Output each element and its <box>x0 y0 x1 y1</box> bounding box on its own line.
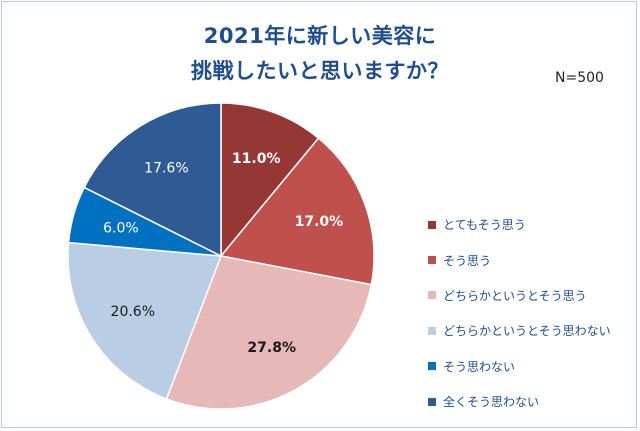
chart-legend: とてもそう思う そう思うどちらかというとそう思うどちらかというとそう思わない そう思… <box>428 207 611 419</box>
slice-value-label-5: 6.0% <box>103 221 139 237</box>
slice-value-label-3: 27.8% <box>247 340 296 356</box>
pie-slice-2 <box>219 137 375 286</box>
chart-title-line2: 挑戦したいと思いますか？ <box>191 59 449 83</box>
slice-value-label-2: 17.0% <box>295 214 344 230</box>
pie-slice-labels: 11.0% 17.0% 27.8% 20.6% 6.0% 17.6% <box>103 151 343 356</box>
legend-item-3: どちらかというとそう思う <box>428 278 611 313</box>
pie-slices <box>67 102 375 410</box>
slice-value-label-6: 17.6% <box>144 161 188 177</box>
legend-label: とてもそう思う <box>443 218 526 233</box>
legend-swatch <box>428 220 436 229</box>
legend-item-5: そう思わない <box>428 349 611 384</box>
legend-item-6: 全くそう思わない <box>428 384 611 419</box>
legend-label: どちらかというとそう思わない <box>443 324 611 339</box>
pie-slice-1 <box>220 102 320 259</box>
legend-label: どちらかというとそう思う <box>443 288 587 303</box>
legend-swatch <box>428 256 436 265</box>
legend-item-2: そう思う <box>428 242 611 277</box>
legend-item-4: どちらかというとそう思わない <box>428 313 611 348</box>
pie-slice-4 <box>67 241 223 400</box>
legend-label: 全くそう思わない <box>443 395 540 410</box>
legend-label: そう思う <box>443 253 492 268</box>
pie-slice-6 <box>83 102 222 258</box>
pie-slice-3 <box>165 255 373 410</box>
sample-size-label: N=500 <box>555 70 604 86</box>
legend-item-1: とてもそう思う <box>428 207 611 242</box>
legend-swatch <box>428 326 436 335</box>
legend-label: そう思わない <box>443 359 516 374</box>
slice-value-label-1: 11.0% <box>232 151 281 167</box>
legend-swatch <box>428 397 436 406</box>
legend-swatch <box>428 362 436 371</box>
slice-value-label-4: 20.6% <box>111 304 155 320</box>
legend-swatch <box>428 291 436 300</box>
chart-title-line1: 2021年に新しい美容に <box>203 24 437 48</box>
